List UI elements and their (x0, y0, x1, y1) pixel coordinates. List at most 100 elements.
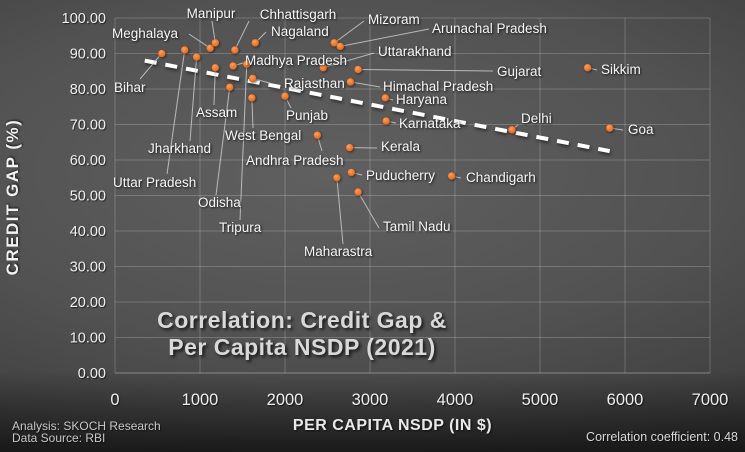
y-tick-label: 10.00 (70, 331, 106, 347)
label-meghalaya: Meghalaya (112, 26, 179, 41)
label-odisha: Odisha (198, 195, 241, 210)
label-assam: Assam (196, 105, 237, 120)
point-tamil-nadu (354, 187, 363, 197)
x-tick-label: 3000 (352, 391, 389, 409)
leader-odisha (215, 87, 231, 196)
leader-west-bengal (251, 97, 254, 129)
trendline-dashed (144, 58, 611, 154)
point-haryana (381, 93, 390, 102)
point-madhya-pradesh (229, 61, 238, 71)
point-karnataka (382, 116, 391, 126)
y-tick-label: 0.00 (78, 366, 106, 382)
label-haryana: Haryana (396, 92, 448, 107)
label-arunachal-pradesh: Arunachal Pradesh (432, 21, 547, 36)
point-sikkim (583, 63, 592, 72)
label-kerala: Kerala (381, 139, 421, 154)
correlation-note: Correlation coefficient: 0.48 (586, 430, 738, 444)
chart-title-line2: Per Capita NSDP (2021) (168, 334, 436, 360)
leader-arunachal-pradesh (340, 28, 430, 47)
leader-himachal-pradesh (350, 81, 381, 88)
label-goa: Goa (628, 122, 654, 137)
label-punjab: Punjab (286, 108, 328, 123)
label-chhattisgarh: Chhattisgarh (260, 7, 337, 22)
label-sikkim: Sikkim (601, 62, 641, 77)
label-puducherry: Puducherry (366, 168, 435, 183)
x-tick-label: 0 (110, 391, 119, 409)
leader-uttarakhand (323, 52, 375, 69)
label-uttarakhand: Uttarakhand (378, 44, 452, 59)
label-gujarat: Gujarat (497, 64, 542, 79)
label-himachal-pradesh: Himachal Pradesh (383, 79, 493, 94)
leader-assam (213, 67, 216, 106)
gridlines (114, 17, 711, 374)
leader-mizoram (334, 20, 365, 44)
point-uttar-pradesh (180, 45, 189, 55)
point-odisha (225, 83, 234, 92)
label-west-bengal: West Bengal (225, 128, 301, 143)
label-madhya-pradesh: Madhya Pradesh (245, 53, 347, 68)
label-uttar-pradesh: Uttar Pradesh (113, 175, 196, 190)
label-maharastra: Maharastra (304, 244, 373, 259)
x-tick-label: 1000 (182, 391, 219, 409)
leader-tamil-nadu (357, 191, 380, 229)
label-tripura: Tripura (219, 220, 262, 235)
point-jharkhand (192, 52, 201, 62)
point-rajasthan (248, 74, 257, 83)
point-tripura (242, 60, 251, 69)
data-points (157, 38, 614, 197)
point-maharastra (332, 173, 341, 182)
leader-tripura (239, 64, 248, 221)
leader-chhattisgarh (234, 20, 250, 51)
y-tick-label: 50.00 (70, 189, 106, 205)
point-manipur (211, 38, 220, 47)
x-tick-label: 4000 (437, 391, 474, 409)
point-nagaland (251, 38, 260, 47)
label-andhra-pradesh: Andhra Pradesh (246, 153, 344, 168)
point-labels: Bihar Uttar Pradesh Jharkhand Meghalaya Mani… (112, 6, 654, 259)
point-kerala (345, 143, 354, 152)
point-uttarakhand (319, 63, 328, 72)
label-karnataka: Karnataka (399, 116, 461, 131)
x-axis-title: PER CAPITA NSDP (IN $) (292, 417, 493, 434)
leader-gujarat (358, 68, 494, 72)
point-chhattisgarh (230, 45, 239, 55)
y-tick-label: 20.00 (70, 295, 106, 311)
x-tick-label: 6000 (607, 391, 644, 409)
label-bihar: Bihar (114, 80, 146, 95)
label-jharkhand: Jharkhand (148, 141, 211, 156)
trendline (144, 58, 611, 154)
point-bihar (157, 49, 166, 58)
label-tamil-nadu: Tamil Nadu (383, 219, 451, 234)
chart-title: Correlation: Credit Gap & Per Capita NSD… (128, 307, 476, 361)
label-nagaland: Nagaland (271, 24, 329, 39)
leader-meghalaya (188, 33, 211, 49)
label-mizoram: Mizoram (368, 12, 420, 27)
point-goa (605, 123, 614, 133)
footnote-analysis: Analysis: SKOCH Research (12, 419, 161, 433)
leader-jharkhand (189, 57, 198, 142)
point-chandigarh (447, 171, 456, 181)
point-punjab (280, 91, 290, 101)
leader-uttar-pradesh (166, 49, 186, 175)
x-tick-label: 2000 (267, 391, 304, 409)
chart-title-line1: Correlation: Credit Gap & (157, 307, 447, 333)
y-axis-title: CREDIT GAP (%) (3, 118, 22, 276)
y-tick-label: 30.00 (70, 260, 106, 276)
point-himachal-pradesh (346, 77, 355, 86)
axis-tick-labels: 0 1000 2000 3000 4000 5000 6000 7000 0.00 10.00 20… (62, 11, 729, 409)
point-meghalaya (206, 44, 215, 53)
y-tick-label: 100.00 (62, 11, 106, 27)
footnote-source: Data Source: RBI (12, 431, 106, 445)
point-assam (211, 63, 220, 72)
y-tick-label: 40.00 (70, 224, 106, 240)
point-puducherry (347, 168, 356, 177)
point-gujarat (354, 65, 363, 74)
y-tick-label: 60.00 (70, 153, 106, 169)
point-arunachal-pradesh (336, 42, 345, 51)
label-chandigarh: Chandigarh (466, 170, 536, 185)
leader-maharastra (336, 177, 344, 245)
label-manipur: Manipur (187, 6, 236, 21)
point-west-bengal (247, 93, 256, 102)
